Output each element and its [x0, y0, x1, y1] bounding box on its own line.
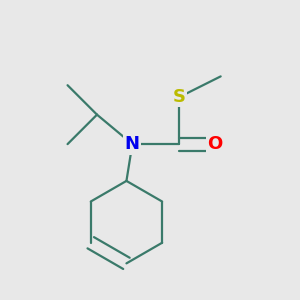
Text: O: O — [207, 135, 222, 153]
Text: S: S — [173, 88, 186, 106]
Text: N: N — [125, 135, 140, 153]
